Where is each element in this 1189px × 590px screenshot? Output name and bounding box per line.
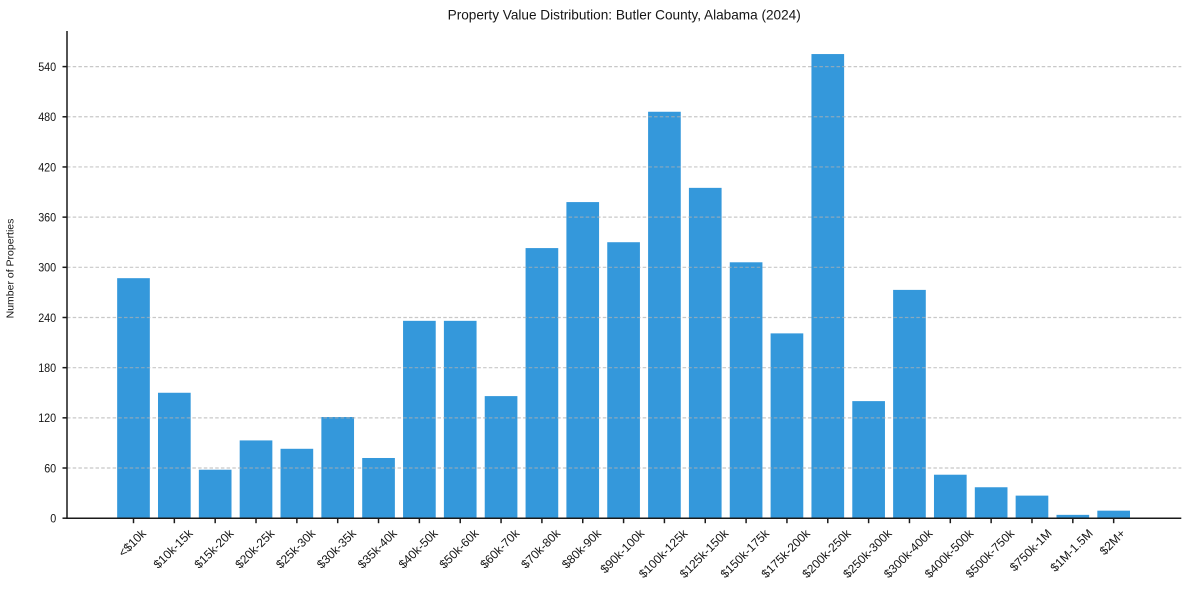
svg-text:$50k-60k: $50k-60k — [437, 526, 483, 572]
svg-text:540: 540 — [38, 60, 56, 74]
svg-text:$2M+: $2M+ — [1097, 526, 1128, 557]
svg-text:120: 120 — [38, 411, 56, 425]
svg-text:$70k-80k: $70k-80k — [518, 526, 564, 572]
svg-text:180: 180 — [38, 361, 56, 375]
svg-text:300: 300 — [38, 261, 56, 275]
svg-text:$15k-20k: $15k-20k — [191, 526, 237, 572]
svg-text:$20k-25k: $20k-25k — [232, 526, 278, 572]
svg-text:60: 60 — [44, 461, 56, 475]
svg-text:Number of Properties: Number of Properties — [5, 219, 17, 319]
svg-text:$1M-1.5M: $1M-1.5M — [1047, 526, 1095, 574]
svg-text:$25k-30k: $25k-30k — [273, 526, 319, 572]
svg-text:0: 0 — [50, 512, 56, 526]
svg-text:360: 360 — [38, 211, 56, 225]
svg-text:$40k-50k: $40k-50k — [396, 526, 442, 572]
svg-text:<$10k: <$10k — [116, 526, 150, 560]
svg-text:420: 420 — [38, 160, 56, 174]
svg-text:$30k-35k: $30k-35k — [314, 526, 360, 572]
svg-text:Property Value Distribution: B: Property Value Distribution: Butler Coun… — [448, 8, 801, 23]
svg-text:480: 480 — [38, 110, 56, 124]
svg-text:$60k-70k: $60k-70k — [477, 526, 523, 572]
svg-text:$10k-15k: $10k-15k — [151, 526, 197, 572]
svg-text:240: 240 — [38, 311, 56, 325]
svg-text:$35k-40k: $35k-40k — [355, 526, 401, 572]
